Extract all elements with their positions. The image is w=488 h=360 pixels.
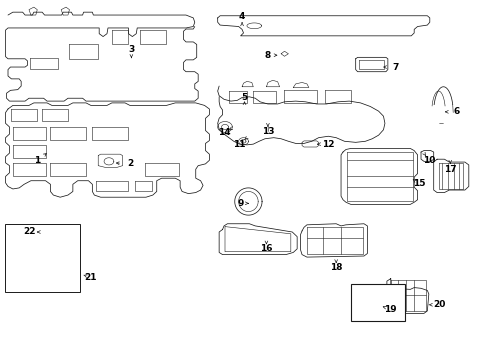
Text: 3: 3 — [128, 45, 134, 54]
Text: 17: 17 — [443, 165, 456, 174]
Text: 6: 6 — [452, 107, 459, 116]
Text: 14: 14 — [217, 128, 230, 137]
Text: 13: 13 — [261, 127, 274, 136]
Text: 18: 18 — [329, 264, 342, 273]
Text: 16: 16 — [260, 244, 272, 253]
Text: 7: 7 — [392, 63, 398, 72]
Text: 19: 19 — [384, 305, 396, 314]
Text: 12: 12 — [322, 140, 334, 149]
Text: 15: 15 — [412, 179, 425, 188]
Text: 10: 10 — [422, 156, 434, 165]
Bar — [350, 284, 405, 320]
Text: 1: 1 — [34, 156, 41, 165]
Text: 21: 21 — [84, 273, 97, 282]
Text: 2: 2 — [126, 159, 133, 168]
Text: 5: 5 — [241, 93, 247, 102]
Text: 22: 22 — [23, 228, 36, 237]
Bar — [4, 225, 80, 292]
Text: 9: 9 — [237, 199, 244, 208]
Text: 8: 8 — [264, 51, 270, 60]
Text: 11: 11 — [233, 140, 245, 149]
Text: 4: 4 — [238, 12, 245, 21]
Text: 20: 20 — [432, 300, 445, 309]
